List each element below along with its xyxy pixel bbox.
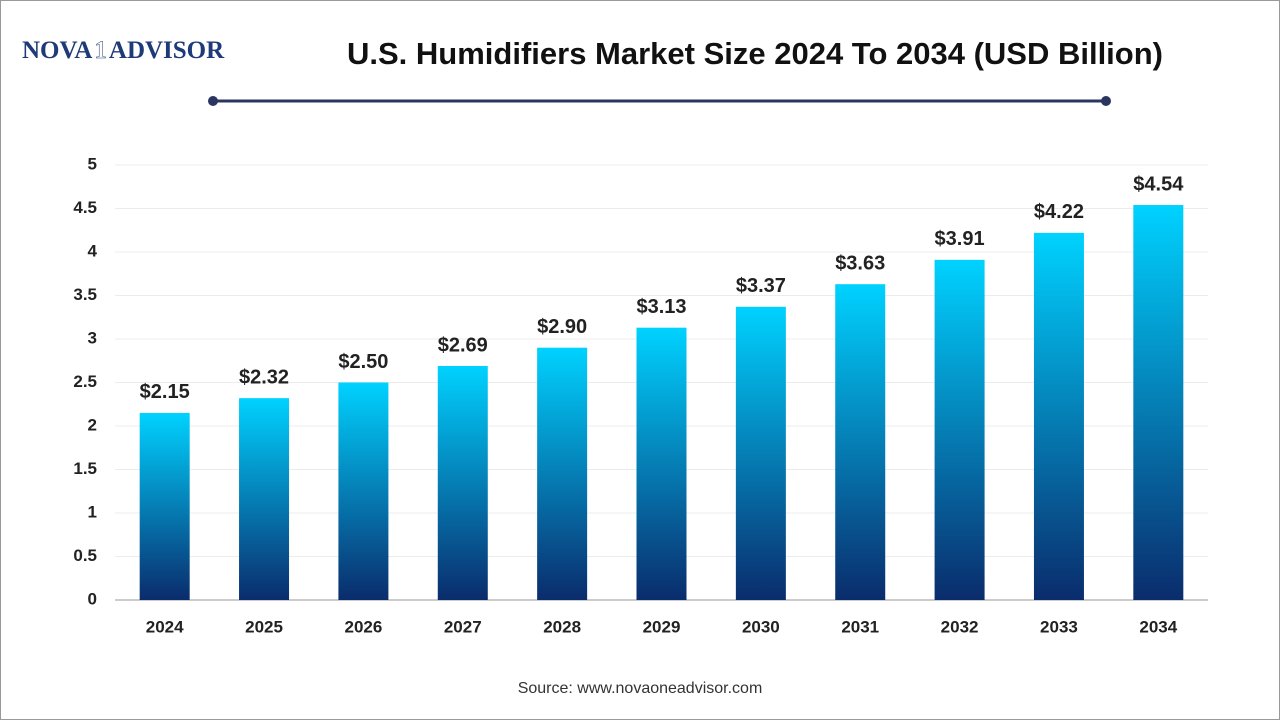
bar <box>636 327 687 600</box>
x-tick-label: 2024 <box>146 617 184 636</box>
y-tick-label: 0 <box>88 589 97 608</box>
bar <box>139 412 190 600</box>
logo-left: NOVA <box>22 37 92 64</box>
value-label: $3.37 <box>736 275 786 297</box>
value-label: $4.22 <box>1034 201 1084 223</box>
y-tick-label: 1 <box>88 502 97 521</box>
logo-right: ADVISOR <box>109 37 225 64</box>
rule-dot <box>208 96 218 106</box>
value-label: $4.54 <box>1133 173 1184 195</box>
bar <box>338 382 389 600</box>
x-tick-label: 2029 <box>643 617 681 636</box>
x-tick-label: 2033 <box>1040 617 1078 636</box>
y-tick-label: 1.5 <box>73 459 97 478</box>
y-tick-label: 3 <box>88 328 97 347</box>
value-label: $3.63 <box>835 252 885 274</box>
y-tick-label: 4 <box>88 241 98 260</box>
value-label: $2.69 <box>438 334 488 356</box>
logo-mark: 1 <box>94 37 107 64</box>
bar <box>934 259 985 600</box>
value-label: $2.32 <box>239 366 289 388</box>
bar <box>735 306 786 600</box>
chart-title: U.S. Humidifiers Market Size 2024 To 203… <box>347 36 1163 71</box>
logo: NOVA1ADVISOR <box>22 37 225 64</box>
source: Source: www.novaoneadvisor.com <box>518 680 763 697</box>
x-tick-label: 2032 <box>941 617 979 636</box>
bar <box>437 365 488 600</box>
x-tick-label: 2031 <box>841 617 879 636</box>
value-label: $2.15 <box>140 381 190 403</box>
y-tick-label: 4.5 <box>73 198 97 217</box>
x-tick-label: 2027 <box>444 617 482 636</box>
bar <box>239 398 290 600</box>
rule-dot <box>1101 96 1111 106</box>
bar <box>1033 232 1084 601</box>
y-tick-label: 0.5 <box>73 546 97 565</box>
bar <box>835 284 886 600</box>
x-tick-label: 2028 <box>543 617 581 636</box>
y-tick-label: 3.5 <box>73 285 97 304</box>
x-tick-label: 2034 <box>1139 617 1177 636</box>
value-label: $2.90 <box>537 316 587 338</box>
bar <box>537 347 588 600</box>
x-tick-label: 2030 <box>742 617 780 636</box>
y-tick-label: 2 <box>88 415 97 434</box>
y-tick-label: 5 <box>88 154 97 173</box>
value-label: $2.50 <box>338 351 388 373</box>
x-tick-label: 2025 <box>245 617 283 636</box>
value-label: $3.13 <box>636 296 686 318</box>
y-tick-label: 2.5 <box>73 372 97 391</box>
bar <box>1133 205 1184 600</box>
value-label: $3.91 <box>935 228 985 250</box>
x-tick-label: 2026 <box>344 617 382 636</box>
